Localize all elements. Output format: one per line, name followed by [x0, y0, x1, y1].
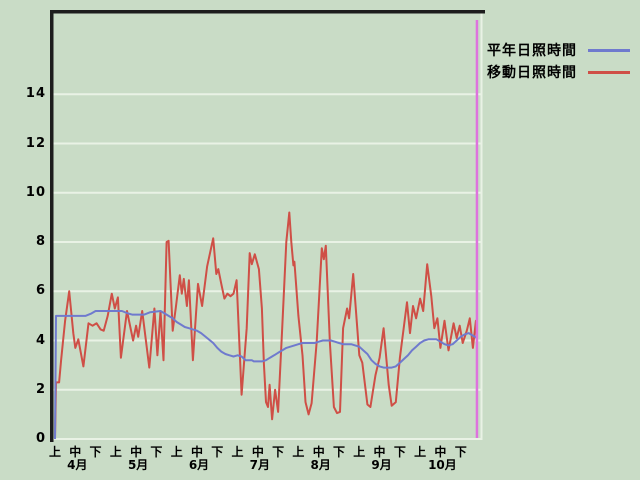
legend-line-moving-sunshine-icon [588, 71, 630, 74]
x-period-label: 中 [190, 445, 203, 459]
series-line-normal-sunshine [54, 310, 478, 440]
y-tick-label-4: 4 [35, 332, 46, 348]
x-period-label: 上 [109, 445, 122, 459]
y-tick-label-8: 8 [35, 234, 46, 249]
y-tick-label-0: 0 [35, 431, 46, 446]
x-period-label: 上 [231, 445, 244, 459]
axis-left-border [50, 10, 54, 442]
x-month-label-5: 5月 [127, 458, 149, 472]
x-period-label: 下 [211, 445, 224, 459]
x-period-label: 下 [393, 445, 406, 459]
x-period-label: 中 [373, 445, 386, 459]
x-period-label: 下 [89, 445, 102, 459]
y-tick-label-12: 12 [25, 135, 46, 151]
legend-label-normal-sunshine: 平年日照時間 [487, 43, 577, 59]
x-month-label-10: 10月 [428, 458, 457, 472]
legend-label-moving-sunshine: 移動日照時間 [487, 65, 577, 81]
x-period-label: 上 [48, 445, 61, 459]
x-period-label: 中 [251, 445, 264, 459]
x-period-label: 中 [69, 445, 82, 459]
y-tick-label-14: 14 [25, 86, 46, 102]
legend: 平年日照時間 移動日照時間 [487, 40, 637, 84]
x-period-label: 下 [150, 445, 163, 459]
axis-top-border [50, 10, 485, 14]
x-period-label: 上 [170, 445, 183, 459]
x-period-label: 中 [130, 445, 143, 459]
x-month-label-7: 7月 [249, 458, 271, 472]
x-month-label-4: 4月 [67, 458, 88, 472]
y-tick-label-6: 6 [35, 283, 46, 299]
x-month-label-9: 9月 [371, 458, 392, 472]
x-month-label-8: 8月 [310, 458, 331, 472]
x-period-label: 中 [434, 445, 447, 459]
x-period-label: 上 [414, 445, 427, 459]
legend-item-normal-sunshine: 平年日照時間 [487, 40, 637, 62]
legend-item-moving-sunshine: 移動日照時間 [487, 62, 637, 84]
x-period-label: 上 [292, 445, 305, 459]
x-period-label: 下 [454, 445, 467, 459]
x-period-label: 中 [312, 445, 325, 459]
y-tick-label-10: 10 [25, 184, 46, 200]
y-tick-label-2: 2 [35, 381, 46, 397]
x-period-label: 上 [353, 445, 366, 459]
legend-line-normal-sunshine-icon [588, 49, 630, 52]
x-period-label: 下 [332, 445, 345, 459]
series-line-moving-sunshine [54, 211, 478, 440]
x-month-label-6: 6月 [188, 458, 210, 472]
x-period-label: 下 [272, 445, 285, 459]
